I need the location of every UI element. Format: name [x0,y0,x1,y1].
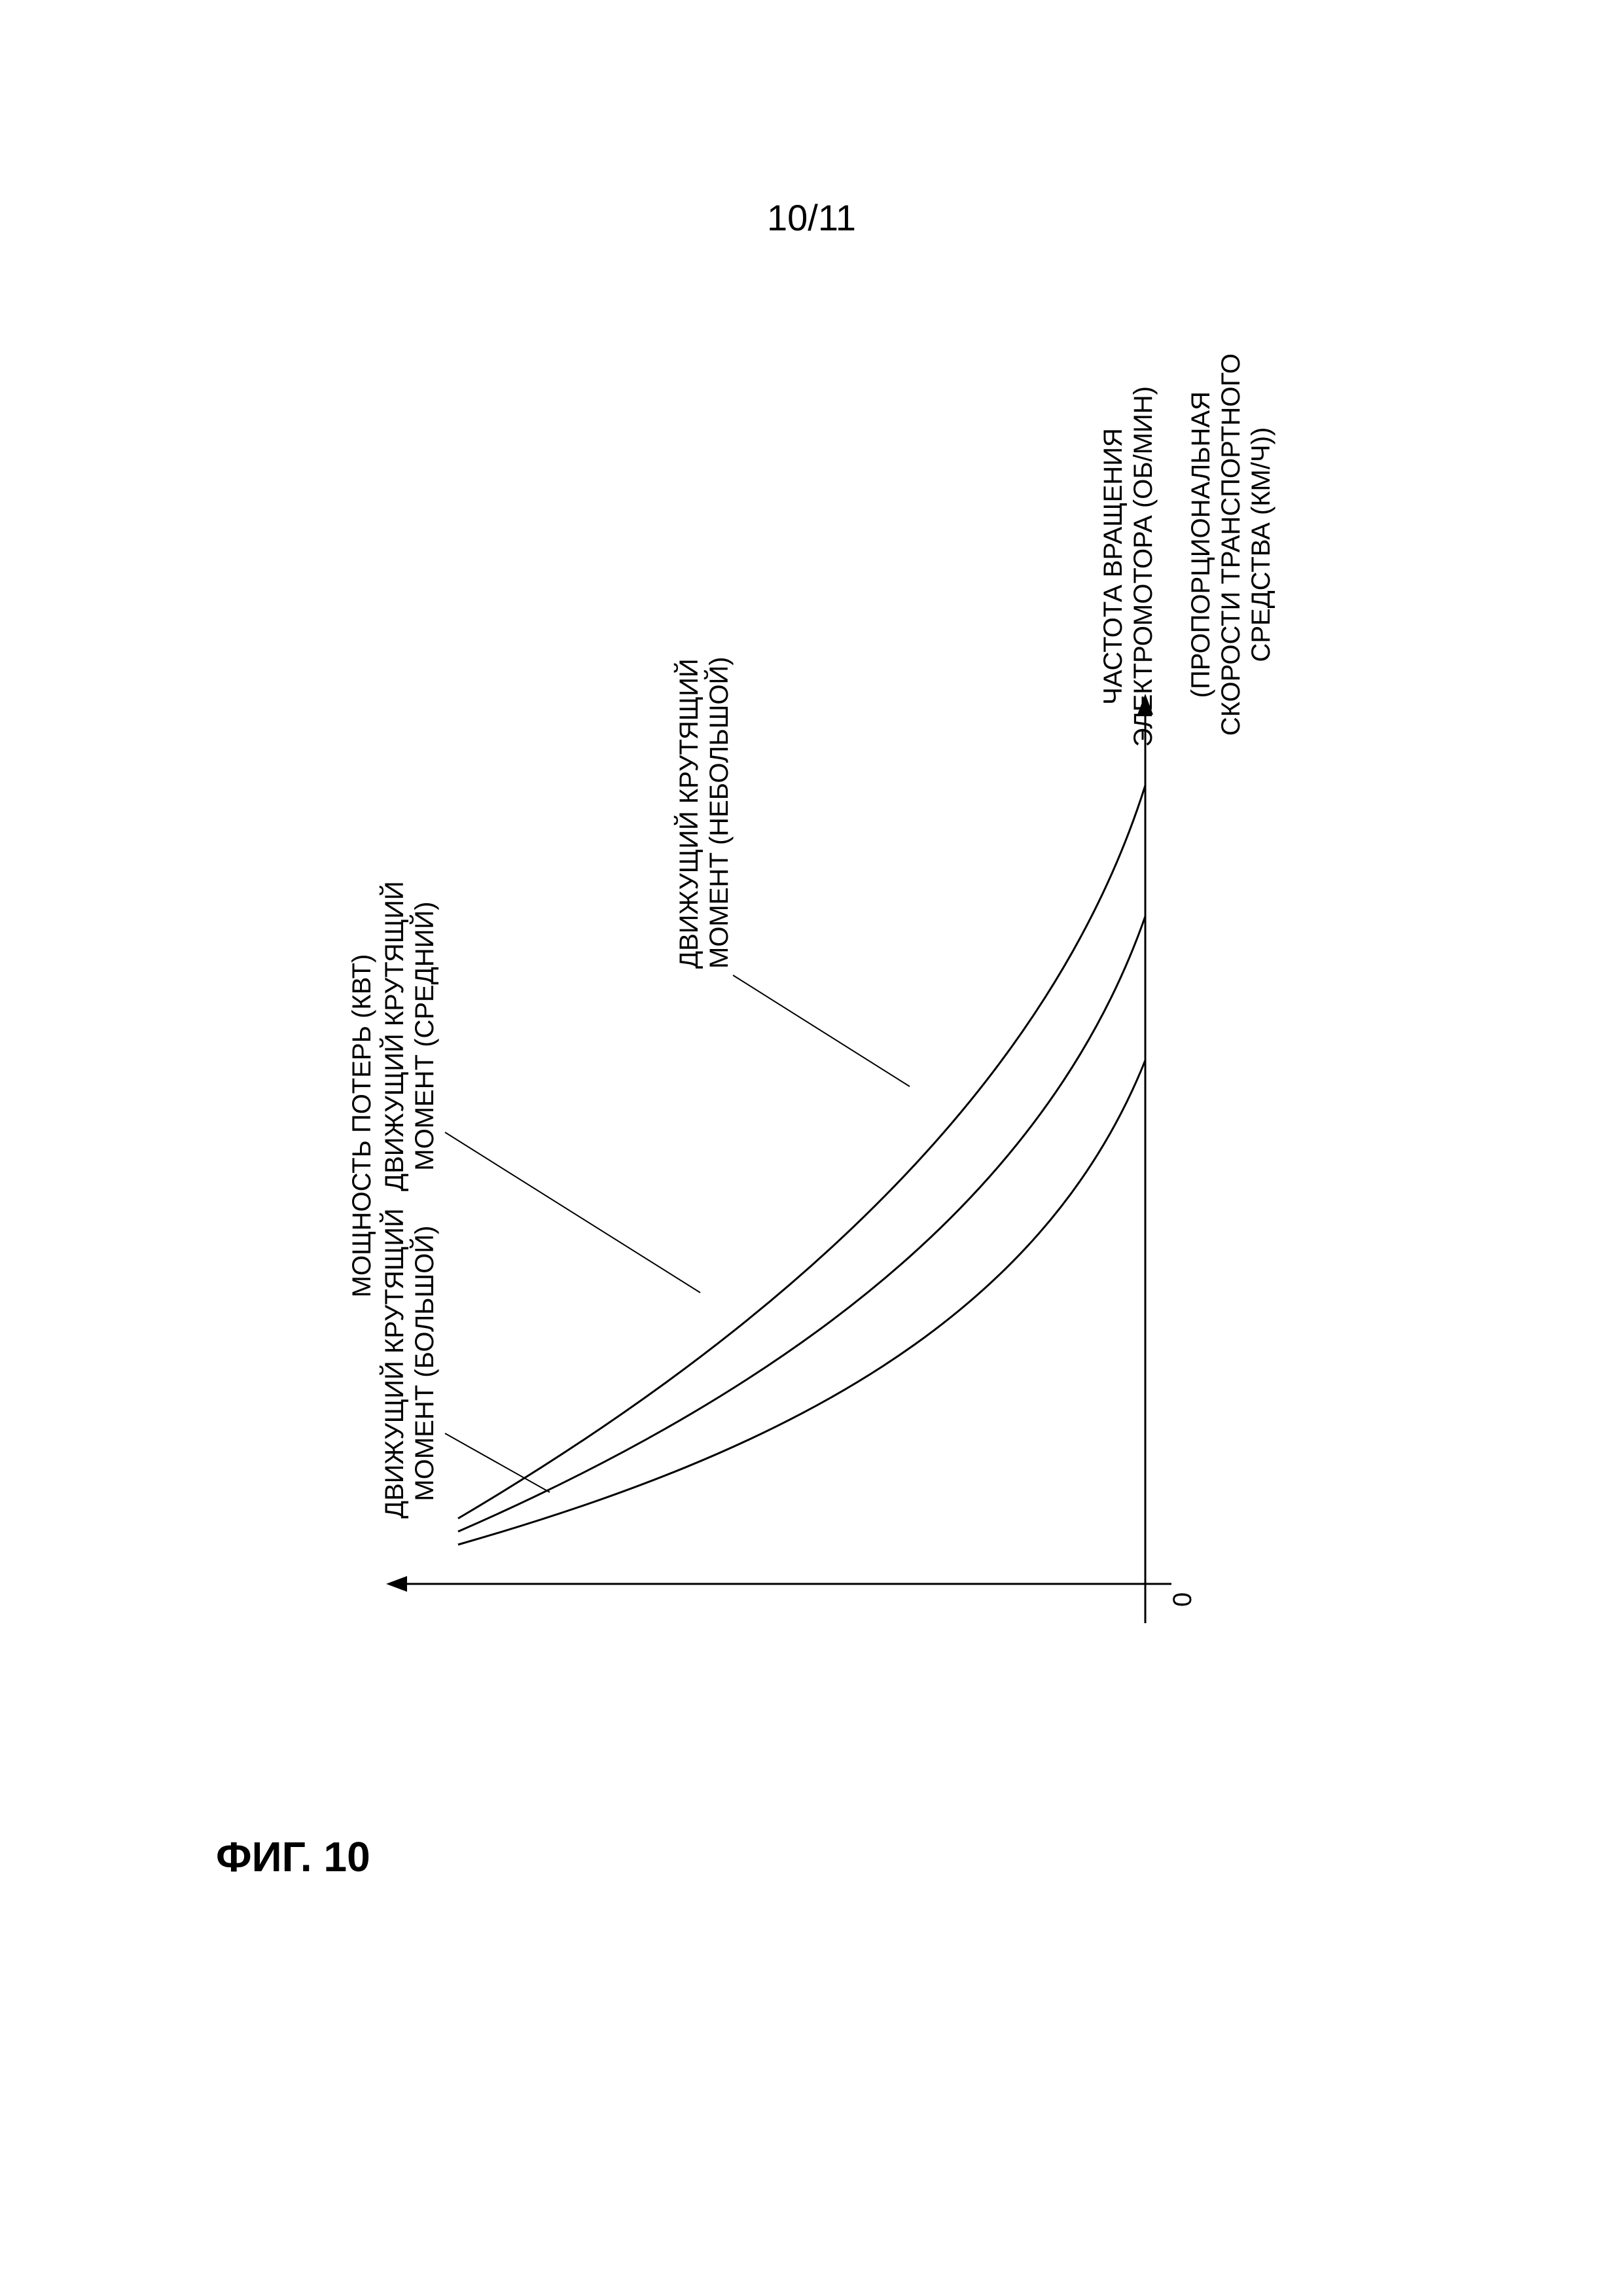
x-axis-sublabel-l1: (ПРОПОРЦИОНАЛЬНАЯ [1186,391,1215,698]
y-axis-arrow [386,1576,407,1592]
curve-small [458,785,1145,1518]
page-number: 10/11 [0,196,1623,239]
x-axis-label: ЧАСТОТА ВРАЩЕНИЯ ЭЛЕКТРОМОТОРА (ОБ/МИН) [1098,386,1158,747]
curve-label-small: ДВИЖУЩИЙ КРУТЯЩИЙ МОМЕНТ (НЕБОЛЬШОЙ) [674,656,734,969]
figure: МОЩНОСТЬ ПОТЕРЬ (КВТ) ДВИЖУЩИЙ КРУТЯЩИЙ … [386,537,1237,1715]
x-axis-sublabel: (ПРОПОРЦИОНАЛЬНАЯ СКОРОСТИ ТРАНСПОРТНОГО… [1186,353,1276,736]
leader-small [733,975,910,1086]
curve-label-medium-l1: ДВИЖУЩИЙ КРУТЯЩИЙ [380,881,409,1191]
x-axis-label-l1: ЧАСТОТА ВРАЩЕНИЯ [1099,428,1128,705]
curve-label-small-l1: ДВИЖУЩИЙ КРУТЯЩИЙ [675,658,704,969]
curve-label-medium-l2: МОМЕНТ (СРЕДНИЙ) [410,901,439,1170]
y-axis-label: МОЩНОСТЬ ПОТЕРЬ (КВТ) [347,954,377,1298]
curve-label-large: ДВИЖУЩИЙ КРУТЯЩИЙ МОМЕНТ (БОЛЬШОЙ) [380,1208,440,1518]
curve-label-small-l2: МОМЕНТ (НЕБОЛЬШОЙ) [705,656,734,969]
page: 10/11 ФИГ. 10 [0,0,1623,2296]
origin-label: 0 [1168,1592,1198,1607]
chart-area: МОЩНОСТЬ ПОТЕРЬ (КВТ) ДВИЖУЩИЙ КРУТЯЩИЙ … [386,537,1237,1715]
curve-large [458,1060,1145,1545]
curve-label-large-l1: ДВИЖУЩИЙ КРУТЯЩИЙ [380,1208,409,1518]
x-axis-sublabel-l3: СРЕДСТВА (КМ/Ч)) [1247,427,1275,662]
x-axis-label-l2: ЭЛЕКТРОМОТОРА (ОБ/МИН) [1129,386,1158,747]
curve-medium [458,916,1145,1532]
leader-medium [445,1132,700,1293]
x-axis-sublabel-l2: СКОРОСТИ ТРАНСПОРТНОГО [1217,353,1245,736]
curve-label-medium: ДВИЖУЩИЙ КРУТЯЩИЙ МОМЕНТ (СРЕДНИЙ) [380,881,440,1191]
leader-large [445,1433,550,1492]
figure-label: ФИГ. 10 [216,1833,370,1881]
curve-label-large-l2: МОМЕНТ (БОЛЬШОЙ) [410,1226,439,1501]
